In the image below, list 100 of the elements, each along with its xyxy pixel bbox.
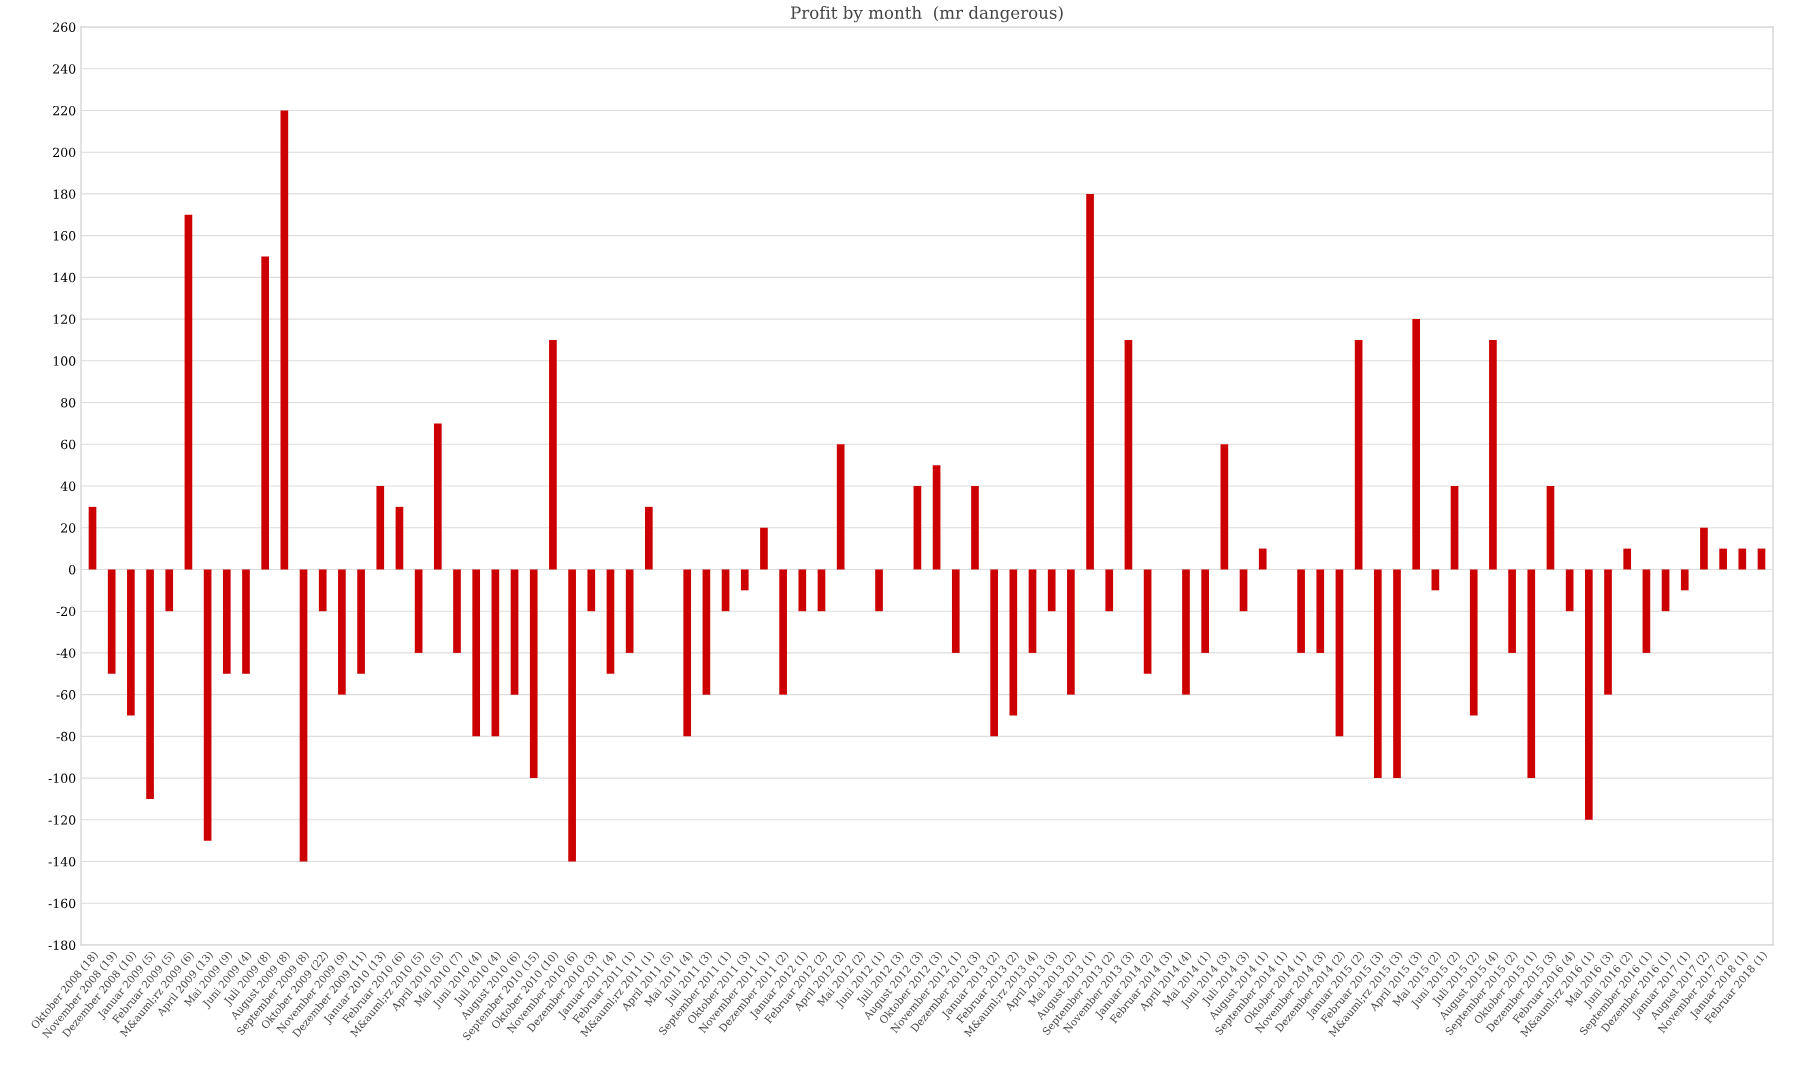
y-tick-label: -100 bbox=[48, 773, 76, 784]
bar bbox=[625, 569, 634, 653]
bar bbox=[1412, 319, 1421, 570]
bar bbox=[242, 569, 250, 674]
bar bbox=[1489, 339, 1497, 570]
bar bbox=[1680, 569, 1689, 591]
bar bbox=[1431, 569, 1440, 591]
bar bbox=[1585, 569, 1593, 820]
bar bbox=[683, 569, 692, 737]
y-tick-label: 140 bbox=[53, 272, 76, 283]
bar bbox=[414, 569, 423, 653]
bar bbox=[127, 569, 135, 716]
bar bbox=[1124, 339, 1133, 570]
y-tick-label: 260 bbox=[53, 22, 76, 32]
bar bbox=[1393, 569, 1401, 779]
bar bbox=[376, 486, 385, 570]
bar bbox=[606, 569, 615, 674]
bar bbox=[1565, 569, 1574, 612]
y-tick-label: -60 bbox=[56, 690, 76, 700]
bar bbox=[1642, 569, 1651, 653]
bar bbox=[203, 569, 212, 841]
bar bbox=[1719, 548, 1727, 570]
bar bbox=[702, 569, 711, 695]
bar bbox=[721, 569, 730, 612]
bar bbox=[1335, 569, 1344, 737]
bar bbox=[1316, 569, 1325, 653]
bar bbox=[107, 569, 116, 674]
y-tick-label: -160 bbox=[48, 898, 76, 909]
bar bbox=[472, 569, 481, 737]
y-tick-label: 20 bbox=[61, 523, 76, 533]
bar bbox=[222, 569, 231, 674]
bar bbox=[146, 569, 154, 799]
bar bbox=[299, 569, 308, 862]
bar bbox=[1086, 193, 1094, 570]
bar bbox=[817, 569, 826, 612]
bar bbox=[165, 569, 174, 612]
bar bbox=[951, 569, 960, 653]
bar bbox=[1546, 486, 1555, 570]
bar bbox=[1143, 569, 1152, 674]
y-tick-label: -40 bbox=[56, 648, 76, 658]
bar bbox=[1738, 548, 1747, 570]
y-tick-label: -80 bbox=[56, 731, 76, 742]
bar bbox=[1450, 486, 1459, 570]
y-tick-label: -120 bbox=[48, 815, 76, 825]
bar bbox=[510, 569, 519, 695]
bar bbox=[1047, 569, 1056, 612]
bar bbox=[913, 486, 922, 570]
y-tick-label: 220 bbox=[53, 105, 76, 116]
bar bbox=[798, 569, 807, 612]
bar bbox=[1373, 569, 1382, 779]
bar bbox=[338, 569, 346, 695]
y-tick-label: 200 bbox=[53, 147, 76, 158]
bar bbox=[760, 527, 768, 570]
bar bbox=[1182, 569, 1190, 695]
bar bbox=[1661, 569, 1670, 612]
bar bbox=[1220, 444, 1229, 570]
bar bbox=[357, 569, 365, 674]
chart-title: Profit by month (mr dangerous) bbox=[790, 6, 1063, 23]
bar bbox=[318, 569, 327, 612]
y-tick-label: 0 bbox=[69, 564, 76, 575]
bar bbox=[1239, 569, 1248, 612]
bar bbox=[1354, 339, 1363, 570]
y-tick-label: 160 bbox=[53, 231, 76, 241]
bar bbox=[1067, 569, 1075, 695]
bar bbox=[1527, 569, 1536, 779]
bar bbox=[549, 339, 557, 570]
bar bbox=[261, 256, 269, 570]
bar bbox=[453, 569, 461, 653]
y-tick-label: 240 bbox=[53, 64, 76, 74]
bar bbox=[529, 569, 538, 779]
bar bbox=[836, 444, 845, 570]
bar bbox=[568, 569, 576, 862]
y-tick-label: 60 bbox=[61, 439, 76, 450]
bar bbox=[395, 506, 404, 570]
bar bbox=[280, 110, 289, 570]
bar bbox=[184, 214, 193, 570]
bar bbox=[1623, 548, 1632, 570]
bar bbox=[491, 569, 500, 737]
bar bbox=[1028, 569, 1037, 653]
bar bbox=[88, 506, 97, 570]
bar bbox=[1105, 569, 1114, 612]
bar bbox=[1508, 569, 1516, 653]
y-tick-label: 80 bbox=[61, 398, 76, 408]
y-tick-label: 40 bbox=[60, 481, 76, 491]
bar bbox=[587, 569, 596, 612]
bar bbox=[645, 506, 653, 570]
bar bbox=[1009, 569, 1018, 716]
bar bbox=[932, 465, 941, 570]
y-tick-label: -20 bbox=[56, 606, 76, 617]
bar bbox=[433, 423, 442, 570]
bar bbox=[1700, 527, 1708, 570]
bar bbox=[971, 486, 979, 570]
bar bbox=[875, 569, 883, 612]
bar bbox=[990, 569, 998, 737]
y-tick-label: 180 bbox=[53, 189, 76, 199]
bar bbox=[1258, 548, 1267, 570]
y-tick-label: 120 bbox=[53, 314, 76, 325]
bar bbox=[1297, 569, 1305, 653]
y-tick-label: -140 bbox=[48, 857, 76, 867]
bar bbox=[1201, 569, 1209, 653]
